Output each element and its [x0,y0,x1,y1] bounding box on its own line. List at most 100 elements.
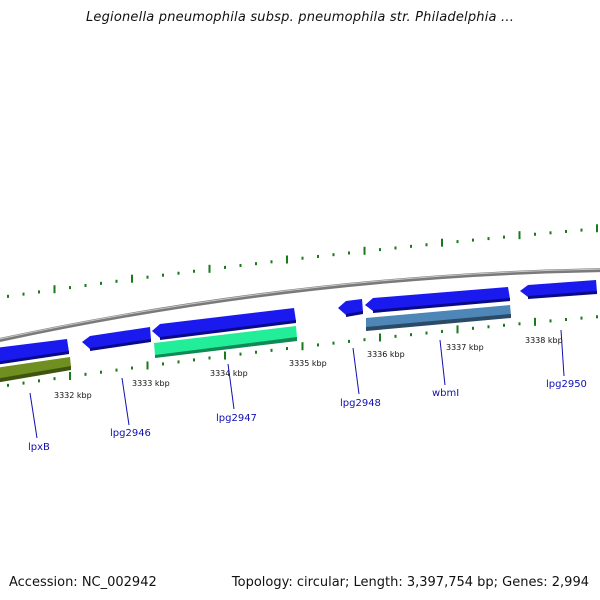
scale-label-3333: 3333 kbp [132,379,170,388]
minor-tick [22,292,25,296]
minor-tick [38,290,40,294]
minor-tick [22,381,25,385]
gene-label-lpg2947[interactable]: lpg2947 [216,413,257,424]
map-title: Legionella pneumophila subsp. pneumophil… [85,10,515,25]
minor-tick [410,244,412,248]
gene-label-lpg2948[interactable]: lpg2948 [340,398,381,409]
gene-lpxB[interactable] [0,339,69,365]
major-tick [456,325,459,334]
minor-tick [580,228,583,232]
outer-tick-track [7,224,598,298]
minor-tick [239,352,242,356]
minor-tick [208,356,211,360]
minor-tick [348,339,350,343]
scale-label-3332: 3332 kbp [54,391,92,400]
minor-tick [317,343,319,347]
minor-tick [115,368,118,372]
minor-tick [565,229,567,233]
minor-tick [549,231,552,235]
minor-tick [224,265,226,269]
gene-lpg2946[interactable] [82,327,151,351]
gene-wbmI[interactable] [365,287,510,313]
minor-tick [255,350,257,354]
scale-label-3336: 3336 kbp [367,350,405,359]
minor-tick [193,269,195,273]
genome-backbone-highlight [0,268,600,340]
major-tick [53,285,56,294]
minor-tick [549,319,552,323]
accession-text: Accession: NC_002942 [9,575,157,590]
minor-tick [100,281,102,285]
major-tick [534,317,536,326]
minor-tick [425,243,428,247]
minor-tick [487,237,490,241]
gene-label-lpg2946[interactable]: lpg2946 [110,428,151,439]
minor-tick [115,279,118,283]
minor-tick [162,273,164,277]
feature-steel[interactable] [366,305,511,331]
gene-label-lpxB[interactable]: lpxB [28,442,50,453]
minor-tick [131,366,133,370]
minor-tick [332,253,335,257]
minor-tick [193,358,195,362]
minor-tick [177,271,180,275]
gene-lpg2947[interactable] [152,308,296,340]
major-tick [224,351,226,360]
feature-olive[interactable] [0,357,71,383]
gene-label-wbmI[interactable]: wbmI [432,388,459,399]
scale-label-3335: 3335 kbp [289,359,327,368]
minor-tick [456,240,459,244]
minor-tick [348,251,350,255]
minor-tick [410,333,412,337]
major-tick [363,246,366,255]
gene-leader-lines [29,329,565,439]
minor-tick [487,325,490,329]
minor-tick [394,334,397,338]
minor-tick [239,264,242,268]
major-tick [208,264,211,273]
minor-tick [270,260,273,264]
minor-tick [255,262,257,266]
minor-tick [301,256,304,260]
scale-label-3338: 3338 kbp [525,336,563,345]
major-tick [596,224,598,233]
genome-backbone [0,268,600,342]
minor-tick [580,316,583,320]
minor-tick [84,372,87,376]
minor-tick [472,326,474,330]
major-tick [441,238,443,247]
minor-tick [162,362,164,366]
major-tick [518,231,521,240]
minor-tick [394,246,397,250]
minor-tick [425,331,428,335]
minor-tick [286,347,288,351]
minor-tick [53,377,56,381]
minor-tick [7,294,9,298]
gene-label-lpg2950[interactable]: lpg2950 [546,379,587,390]
gene-lpg2948[interactable] [338,299,363,317]
minor-tick [7,383,9,387]
minor-tick [317,254,319,258]
minor-tick [332,341,335,345]
minor-tick [534,232,536,236]
minor-tick [69,286,71,290]
minor-tick [146,275,149,279]
minor-tick [177,360,180,364]
minor-tick [518,322,521,326]
minor-tick [503,323,505,327]
minor-tick [503,235,505,239]
major-tick [379,333,381,342]
minor-tick [270,348,273,352]
gene-lpg2950[interactable] [520,280,597,299]
genome-summary-text: Topology: circular; Length: 3,397,754 bp… [231,575,589,590]
minor-tick [38,379,40,383]
major-tick [301,342,304,351]
minor-tick [363,338,366,342]
feature-green[interactable] [154,326,297,358]
inner-tick-track [7,315,598,387]
minor-tick [565,318,567,322]
major-tick [69,371,71,380]
minor-tick [472,238,474,242]
minor-tick [100,370,102,374]
